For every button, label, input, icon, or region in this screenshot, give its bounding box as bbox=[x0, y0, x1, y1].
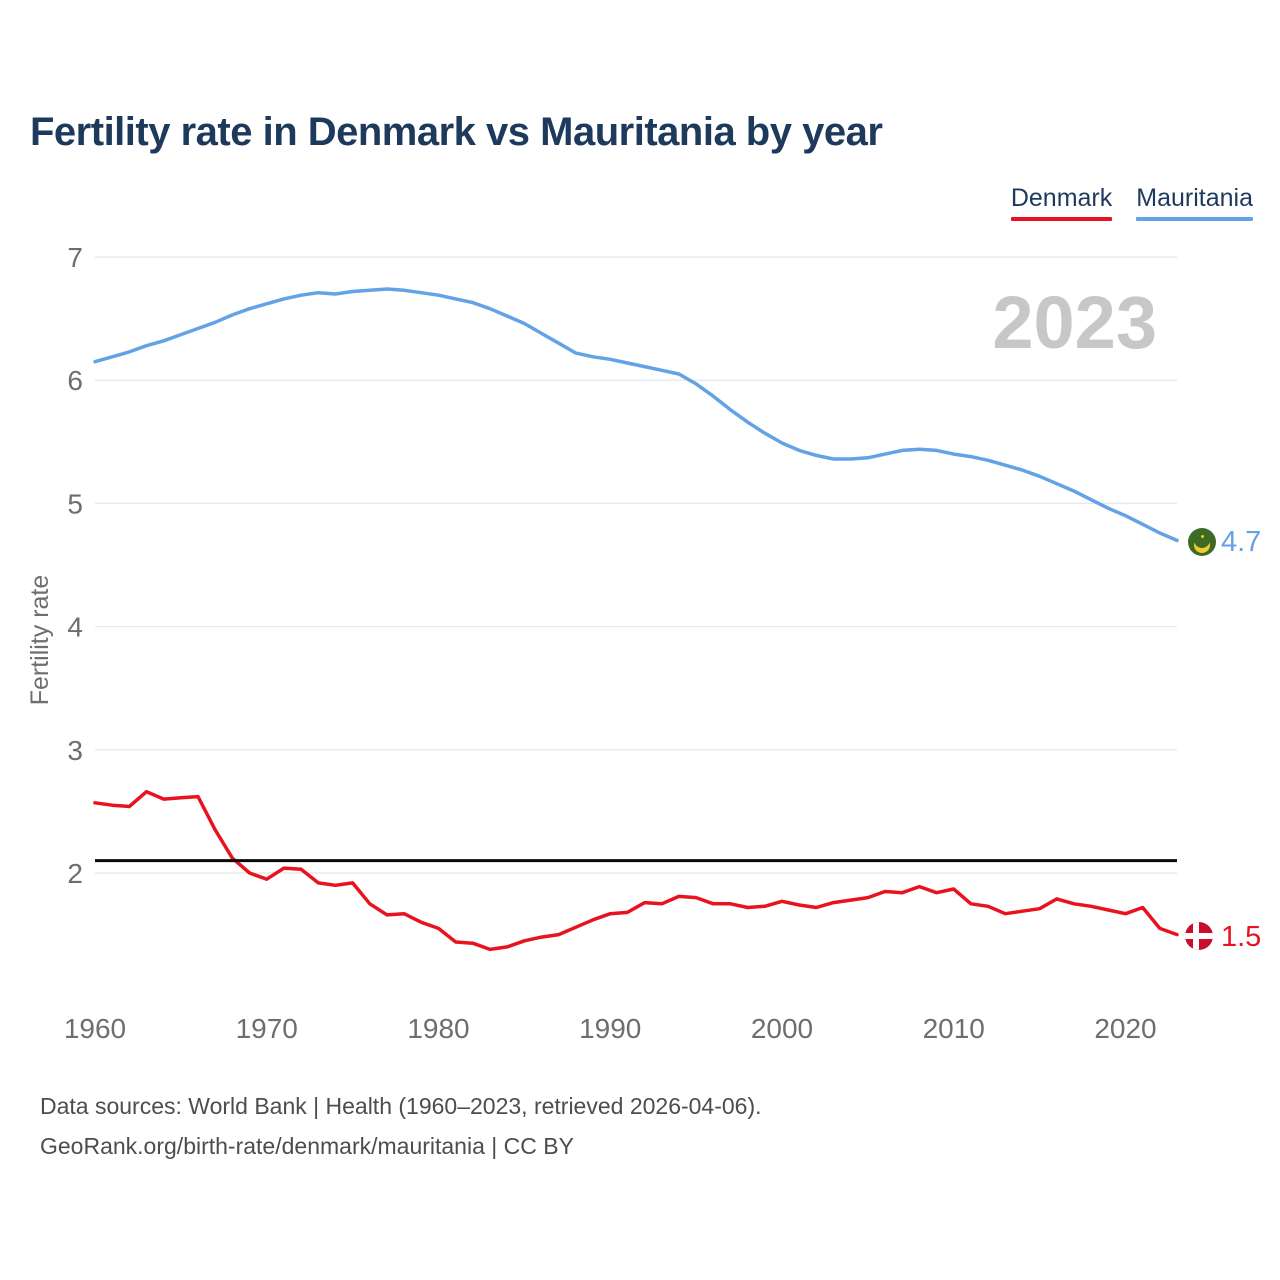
denmark-flag-icon bbox=[1185, 922, 1213, 950]
legend: Denmark Mauritania bbox=[1010, 184, 1253, 221]
end-label-denmark: 1.5 bbox=[1221, 921, 1262, 953]
footer-sources-line: Data sources: World Bank | Health (1960–… bbox=[40, 1093, 762, 1119]
cross-vertical-bar bbox=[1193, 922, 1199, 950]
x-tick-label-2020: 2020 bbox=[1094, 1013, 1156, 1044]
mauritania-line bbox=[93, 287, 1179, 543]
x-tick-label-1960: 1960 bbox=[64, 1013, 126, 1044]
legend-label-mauritania: Mauritania bbox=[1136, 184, 1253, 212]
y-tick-label-2: 2 bbox=[67, 858, 83, 889]
footer-attribution-line: GeoRank.org/birth-rate/denmark/mauritani… bbox=[40, 1133, 574, 1159]
legend-item-mauritania[interactable]: Mauritania bbox=[1136, 184, 1253, 221]
legend-label-denmark: Denmark bbox=[1010, 184, 1113, 212]
cross-horizontal-bar bbox=[1185, 933, 1213, 939]
y-axis-title: Fertility rate bbox=[26, 575, 54, 706]
crescent-cover-shape bbox=[1194, 532, 1210, 548]
star-shape bbox=[1200, 534, 1204, 538]
watermark-year: 2023 bbox=[992, 281, 1157, 364]
x-tick-label-2000: 2000 bbox=[751, 1013, 813, 1044]
chart-title: Fertility rate in Denmark vs Mauritania … bbox=[30, 110, 883, 154]
y-tick-label-5: 5 bbox=[67, 488, 83, 519]
y-tick-label-3: 3 bbox=[67, 735, 83, 766]
legend-item-denmark[interactable]: Denmark bbox=[1010, 184, 1113, 221]
y-tick-label-7: 7 bbox=[67, 242, 83, 273]
y-tick-label-4: 4 bbox=[67, 612, 83, 643]
y-tick-label-6: 6 bbox=[67, 365, 83, 396]
x-tick-label-1970: 1970 bbox=[236, 1013, 298, 1044]
legend-underline-denmark bbox=[1010, 217, 1113, 221]
footer: Data sources: World Bank | Health (1960–… bbox=[40, 1086, 762, 1166]
x-tick-label-1980: 1980 bbox=[407, 1013, 469, 1044]
denmark-line bbox=[93, 789, 1179, 952]
mauritania-flag-icon bbox=[1188, 528, 1216, 556]
end-label-mauritania: 4.7 bbox=[1221, 526, 1262, 558]
legend-underline-mauritania bbox=[1136, 217, 1253, 221]
x-tick-label-2010: 2010 bbox=[923, 1013, 985, 1044]
x-tick-label-1990: 1990 bbox=[579, 1013, 641, 1044]
